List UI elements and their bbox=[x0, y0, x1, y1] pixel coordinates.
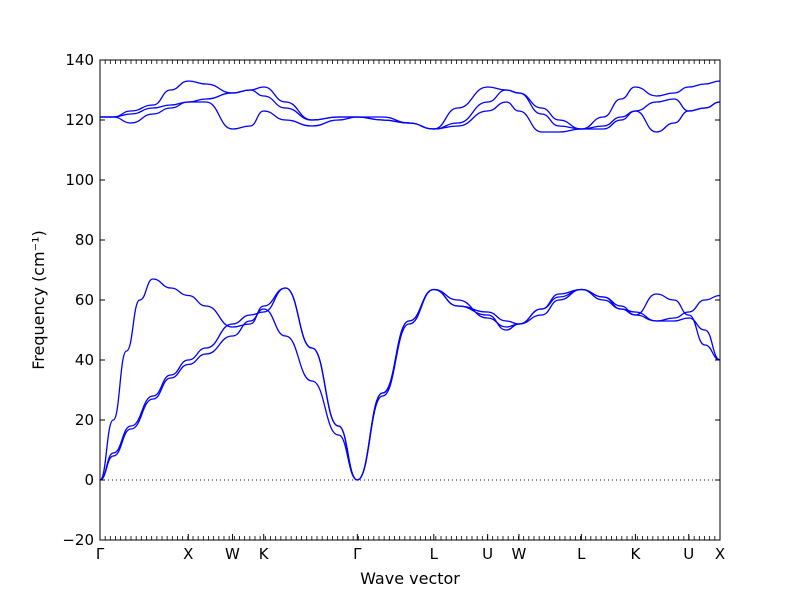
plot-frame bbox=[99, 59, 721, 541]
y-tick-label: 60 bbox=[75, 291, 94, 309]
x-tick-label: Γ bbox=[96, 545, 105, 563]
y-tick-label: 120 bbox=[65, 111, 94, 129]
y-tick-label: 20 bbox=[75, 411, 94, 429]
x-axis-minor-ticks bbox=[99, 60, 721, 540]
y-tick-label: 80 bbox=[75, 231, 94, 249]
branch-line-1 bbox=[99, 288, 721, 481]
x-tick-label: Γ bbox=[353, 545, 362, 563]
y-tick-label: −20 bbox=[62, 531, 94, 549]
x-tick-label: W bbox=[512, 545, 527, 563]
x-tick-label: K bbox=[259, 545, 270, 563]
y-axis-label: Frequency (cm⁻¹) bbox=[29, 230, 48, 369]
branch-line-6 bbox=[100, 80, 721, 130]
branch-line-3 bbox=[99, 278, 721, 481]
dispersion-branches bbox=[99, 80, 721, 481]
x-tick-label: U bbox=[683, 545, 694, 563]
plot-area bbox=[100, 60, 720, 540]
x-tick-label: U bbox=[482, 545, 493, 563]
y-tick-label: 0 bbox=[84, 471, 94, 489]
x-tick-label: L bbox=[430, 545, 439, 563]
y-tick-label: 100 bbox=[65, 171, 94, 189]
x-tick-label: K bbox=[630, 545, 641, 563]
y-axis-ticks: −20 0 20 40 60 80 100 120 140 bbox=[62, 51, 720, 549]
y-tick-label: 140 bbox=[65, 51, 94, 69]
x-tick-label: W bbox=[225, 545, 240, 563]
x-tick-label: X bbox=[183, 545, 193, 563]
x-axis-label: Wave vector bbox=[360, 569, 460, 588]
x-tick-label: X bbox=[715, 545, 725, 563]
y-tick-label: 40 bbox=[75, 351, 94, 369]
x-tick-label: L bbox=[577, 545, 586, 563]
